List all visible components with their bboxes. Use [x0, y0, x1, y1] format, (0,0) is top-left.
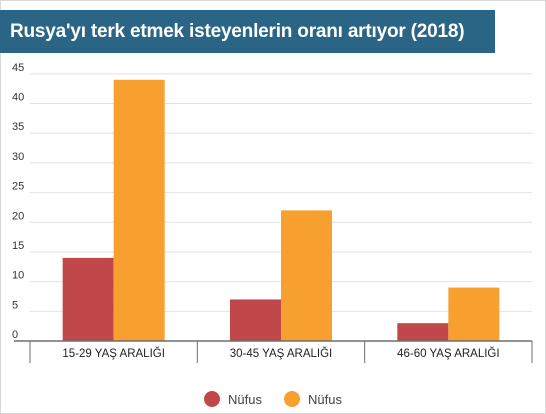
legend-label-orange: Nüfus	[308, 391, 342, 407]
bar-chart: 0 5 10 15 20 25 30 35 40 45 15-29 YAŞ ARALIĞI 30-45…	[12, 62, 533, 363]
chart-legend: Nüfus Nüfus	[0, 388, 546, 410]
title-banner: Rusya'yı terk etmek isteyenlerin oranı a…	[0, 10, 495, 53]
y-tick-label-25: 25	[12, 181, 24, 193]
y-tick-label-40: 40	[12, 92, 24, 104]
bar-orange-0	[113, 79, 165, 342]
y-tick-label-15: 15	[12, 240, 24, 252]
x-category-label-1: 30-45 YAŞ ARALIĞI	[230, 347, 333, 360]
y-tick-label-0: 0	[12, 329, 18, 341]
legend-swatch-red	[204, 391, 221, 407]
bar-red-2	[397, 323, 449, 341]
y-tick-label-5: 5	[12, 299, 18, 311]
y-tick-label-10: 10	[12, 270, 24, 282]
legend-label-red: Nüfus	[228, 391, 262, 407]
legend-item-orange: Nüfus	[284, 391, 342, 407]
bar-orange-2	[448, 287, 500, 341]
y-tick-label-20: 20	[12, 210, 24, 222]
bar-red-0	[62, 257, 114, 341]
chart-title: Rusya'yı terk etmek isteyenlerin oranı a…	[10, 20, 465, 42]
x-category-label-0: 15-29 YAŞ ARALIĞI	[62, 347, 165, 360]
legend-swatch-orange	[284, 391, 300, 407]
y-tick-label-35: 35	[12, 121, 24, 133]
x-category-label-2: 46-60 YAŞ ARALIĞI	[397, 347, 500, 360]
y-tick-label-30: 30	[12, 151, 24, 163]
bar-red-1	[230, 299, 281, 341]
y-tick-label-45: 45	[12, 62, 24, 74]
bar-orange-1	[281, 210, 332, 341]
legend-item-red: Nüfus	[204, 391, 262, 407]
